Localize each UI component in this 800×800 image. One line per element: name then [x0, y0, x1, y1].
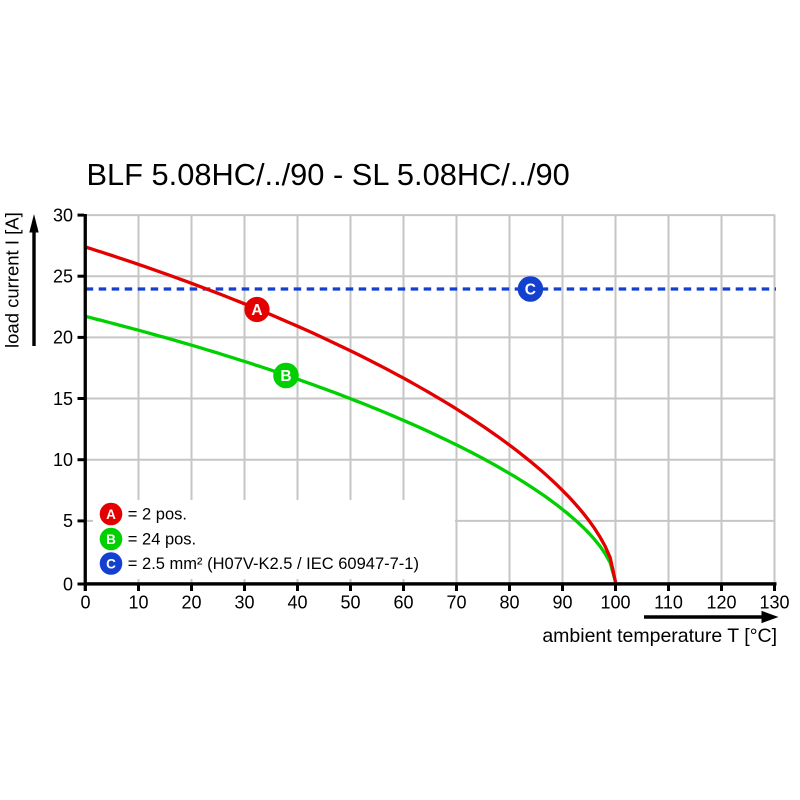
svg-text:130: 130 [759, 593, 789, 613]
svg-text:50: 50 [340, 593, 360, 613]
svg-text:15: 15 [53, 389, 73, 409]
svg-text:40: 40 [287, 593, 307, 613]
svg-text:30: 30 [234, 593, 254, 613]
svg-text:100: 100 [600, 593, 630, 613]
svg-text:A: A [251, 302, 262, 319]
svg-text:30: 30 [53, 205, 73, 225]
svg-text:0: 0 [80, 593, 90, 613]
svg-text:10: 10 [128, 593, 148, 613]
svg-text:A: A [106, 507, 116, 522]
svg-text:5: 5 [63, 511, 73, 531]
svg-text:0: 0 [63, 574, 73, 594]
svg-text:25: 25 [53, 267, 73, 287]
svg-text:20: 20 [53, 328, 73, 348]
svg-text:C: C [525, 282, 536, 299]
svg-text:60: 60 [393, 593, 413, 613]
svg-text:= 2.5 mm² (H07V-K2.5 / IEC 609: = 2.5 mm² (H07V-K2.5 / IEC 60947-7-1) [128, 555, 419, 573]
svg-text:110: 110 [654, 593, 683, 613]
svg-text:= 2 pos.: = 2 pos. [128, 506, 187, 524]
svg-text:90: 90 [552, 593, 572, 613]
svg-text:= 24 pos.: = 24 pos. [128, 531, 196, 549]
svg-text:70: 70 [446, 593, 466, 613]
svg-text:80: 80 [499, 593, 519, 613]
svg-text:load current I [A]: load current I [A] [2, 212, 23, 348]
svg-text:B: B [280, 368, 291, 385]
svg-text:B: B [106, 532, 116, 547]
svg-text:120: 120 [706, 593, 736, 613]
svg-text:20: 20 [181, 593, 201, 613]
svg-text:C: C [106, 557, 116, 572]
svg-text:10: 10 [53, 450, 73, 470]
svg-text:ambient temperature T [°C]: ambient temperature T [°C] [542, 625, 777, 647]
svg-text:BLF 5.08HC/../90 - SL 5.08HC/.: BLF 5.08HC/../90 - SL 5.08HC/../90 [87, 157, 570, 192]
